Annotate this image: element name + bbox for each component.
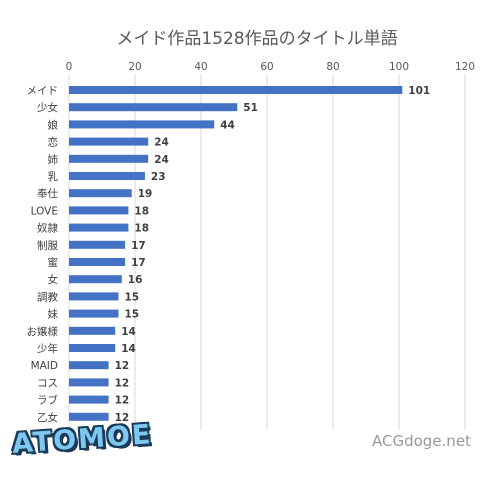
- bar: [69, 86, 403, 94]
- x-tick-label: 80: [326, 61, 339, 73]
- bar: [69, 378, 109, 387]
- data-label: 44: [220, 119, 235, 131]
- data-label: 12: [115, 377, 130, 389]
- chart-title: メイド作品1528作品のタイトル単語: [116, 29, 397, 49]
- data-label: 19: [138, 188, 153, 200]
- value-labels: 101 51 44 24 24 23 19 18 18 17 17 16 15 15 14 14 12 12 12 1…: [115, 85, 431, 424]
- category-label: LOVE: [31, 205, 58, 217]
- category-label: 少年: [37, 342, 58, 355]
- data-label: 17: [131, 257, 146, 269]
- data-label: 24: [154, 137, 169, 149]
- bar: [69, 275, 122, 284]
- bar: [69, 206, 129, 215]
- bar: [69, 326, 116, 335]
- bar: [69, 172, 145, 180]
- bar: [69, 309, 119, 318]
- gridlines: [68, 74, 466, 430]
- bar: [69, 292, 119, 301]
- x-tick-label: 60: [260, 61, 273, 73]
- category-label: 調教: [37, 290, 58, 303]
- data-label: 12: [115, 412, 130, 424]
- data-label: 15: [125, 291, 140, 303]
- category-label: コス: [37, 377, 58, 389]
- category-label: ラブ: [37, 394, 58, 407]
- bar: [69, 120, 215, 129]
- bar: [69, 240, 126, 249]
- data-label: 16: [128, 274, 143, 286]
- category-label: 蜜: [48, 256, 59, 269]
- data-label: 17: [131, 240, 146, 252]
- x-tick-label: 40: [194, 61, 207, 73]
- category-label: MAID: [31, 360, 58, 372]
- x-tick-label: 100: [389, 61, 409, 73]
- category-label: 乙女: [37, 411, 58, 424]
- bar: [69, 137, 149, 146]
- x-axis-ticks: 0 20 40 60 80 100 120: [66, 61, 475, 73]
- data-label: 14: [121, 343, 136, 355]
- category-label: 奉仕: [37, 187, 58, 200]
- bar: [69, 189, 132, 198]
- category-label: 奴隷: [37, 222, 58, 235]
- data-label: 101: [408, 85, 430, 97]
- data-label: 18: [134, 223, 149, 235]
- data-label: 51: [243, 102, 258, 114]
- bar: [69, 412, 109, 421]
- category-label: 娘: [48, 118, 59, 131]
- x-tick-label: 20: [128, 61, 141, 73]
- x-tick-label: 120: [455, 61, 475, 73]
- category-label: お嬢様: [27, 325, 59, 338]
- bar: [69, 103, 238, 112]
- data-label: 15: [125, 309, 140, 321]
- category-label: 恋: [48, 136, 59, 149]
- category-label: 姉: [48, 153, 59, 166]
- data-label: 18: [134, 205, 149, 217]
- bar: [69, 361, 109, 370]
- category-label: 妹: [48, 309, 59, 321]
- category-label: 制服: [37, 239, 58, 252]
- category-label: メイド: [27, 85, 59, 97]
- bar: [69, 154, 149, 163]
- bar: [69, 258, 126, 266]
- category-label: 少女: [37, 101, 58, 114]
- acgdoge-watermark: ACGdoge.net: [372, 432, 471, 450]
- bar: [69, 223, 129, 232]
- data-label: 12: [115, 360, 130, 372]
- bar: [69, 344, 116, 352]
- data-label: 12: [115, 395, 130, 407]
- x-tick-label: 0: [66, 61, 73, 73]
- bar: [69, 395, 109, 404]
- bars: [69, 86, 403, 421]
- data-label: 23: [151, 171, 166, 183]
- data-label: 24: [154, 154, 169, 166]
- data-label: 14: [121, 326, 136, 338]
- category-label: 乳: [48, 170, 59, 183]
- category-label: 女: [48, 273, 59, 286]
